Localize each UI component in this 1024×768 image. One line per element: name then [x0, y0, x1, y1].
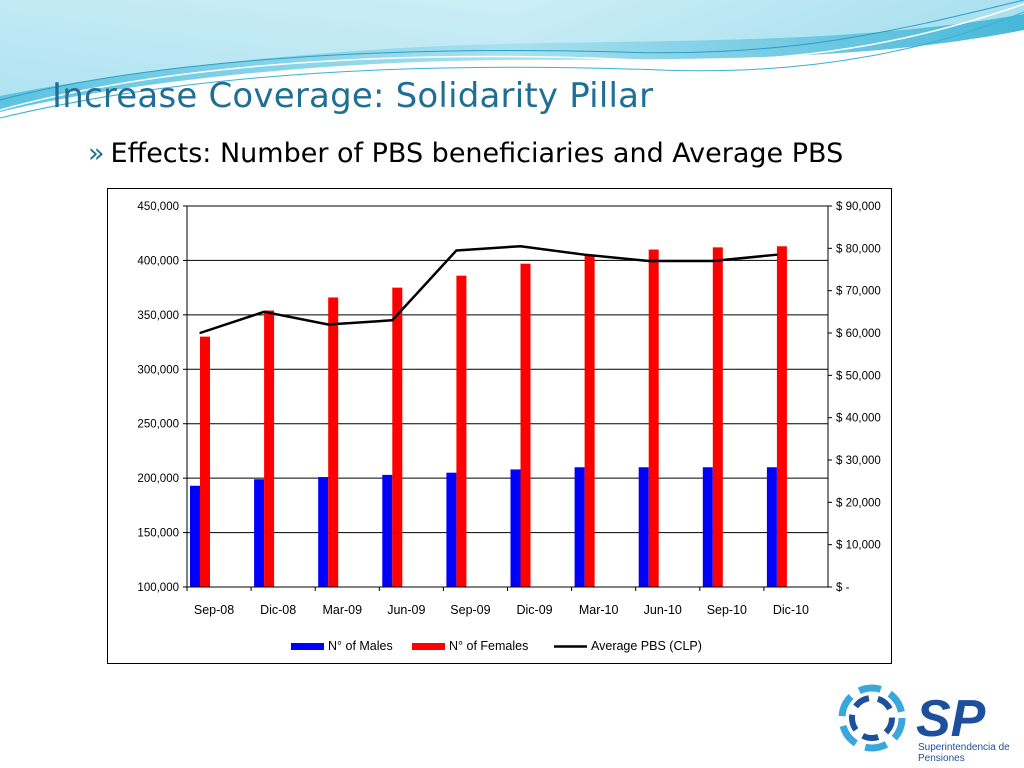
bar-females [456, 275, 467, 587]
bar-females [776, 246, 787, 587]
y-right-tick-label: $ - [836, 582, 850, 594]
y-left-tick-label: 350,000 [137, 310, 179, 322]
y-left-tick-label: 300,000 [137, 364, 179, 376]
y-left-tick-label: 200,000 [137, 473, 179, 485]
point-average-pbs [519, 245, 522, 248]
hands-circle-icon [838, 684, 906, 752]
line-average-pbs [199, 244, 778, 335]
point-average-pbs [455, 249, 458, 252]
x-tick-label: Jun-09 [387, 603, 425, 617]
bar-males [702, 467, 713, 587]
y-right-tick-label: $ 40,000 [836, 413, 881, 425]
y-right-tick-label: $ 70,000 [836, 286, 881, 298]
y-right-tick-label: $ 80,000 [836, 243, 881, 255]
y-right-tick-label: $ 30,000 [836, 455, 881, 467]
legend-swatch-males [291, 643, 324, 650]
bar-females [520, 263, 531, 587]
logo-text: Superintendencia de Pensiones [918, 742, 1024, 764]
bullet-glyph: » [88, 138, 105, 169]
x-tick-label: Mar-10 [579, 603, 619, 617]
y-right-tick-label: $ 20,000 [836, 497, 881, 509]
bar-males [254, 479, 265, 587]
x-tick-label: Mar-09 [322, 603, 362, 617]
y-right-tick-label: $ 60,000 [836, 328, 881, 340]
bar-males [766, 467, 777, 587]
y-left-tick-label: 100,000 [137, 582, 179, 594]
y-left-tick-label: 400,000 [137, 255, 179, 267]
legend-label-males: N° of Males [328, 639, 393, 653]
logo-mark: SP [916, 690, 986, 748]
y-left-tick-label: 450,000 [137, 201, 179, 213]
x-tick-label: Sep-10 [707, 603, 747, 617]
y-left-tick-label: 150,000 [137, 528, 179, 540]
point-average-pbs [391, 319, 394, 322]
bar-females [712, 247, 723, 587]
subtitle-text: Effects: Number of PBS beneficiaries and… [110, 138, 844, 169]
bar-females [264, 310, 275, 587]
slide-title: Increase Coverage: Solidarity Pillar [52, 76, 654, 116]
y-right-tick-label: $ 90,000 [836, 201, 881, 213]
point-average-pbs [647, 260, 650, 262]
chart-frame: 100,000 150,000 200,000 250,000 300,000 350,0… [107, 188, 892, 664]
bar-females [200, 336, 210, 587]
sp-logo: SP [838, 684, 986, 752]
bar-males [574, 467, 585, 587]
logo-text-line2: Pensiones [918, 753, 965, 764]
point-average-pbs [263, 311, 265, 313]
bar-females [328, 297, 339, 587]
legend-label-females: N° of Females [449, 639, 528, 653]
beneficiaries-chart: 100,000 150,000 200,000 250,000 300,000 350,0… [137, 201, 881, 653]
y-right-tick-label: $ 50,000 [836, 370, 881, 382]
y-right-tick-label: $ 10,000 [836, 540, 881, 552]
x-tick-label: Dic-10 [773, 603, 809, 617]
bar-males [638, 467, 649, 587]
point-average-pbs [327, 323, 329, 326]
x-tick-label: Sep-08 [194, 603, 234, 617]
bar-males [510, 469, 521, 587]
x-tick-label: Dic-08 [260, 603, 296, 617]
y-left-tick-label: 250,000 [137, 419, 179, 431]
bar-males [382, 474, 393, 587]
point-average-pbs [776, 253, 778, 256]
bar-males [446, 472, 457, 587]
bar-females [648, 249, 659, 588]
header-wave-decoration [0, 0, 1024, 119]
legend-swatch-females [412, 643, 445, 650]
bar-females [392, 287, 403, 587]
legend-label-average-pbs: Average PBS (CLP) [591, 639, 702, 653]
bar-males [190, 485, 200, 587]
bar-females [584, 254, 595, 587]
slide-subtitle: » Effects: Number of PBS beneficiaries an… [88, 138, 843, 169]
x-tick-label: Dic-09 [516, 603, 552, 617]
point-average-pbs [712, 260, 714, 262]
bar-males [318, 477, 329, 587]
point-average-pbs [583, 253, 586, 256]
logo-text-line1: Superintendencia de [918, 742, 1010, 753]
point-average-pbs [199, 332, 201, 334]
x-tick-label: Jun-10 [644, 603, 682, 617]
x-tick-label: Sep-09 [450, 603, 490, 617]
